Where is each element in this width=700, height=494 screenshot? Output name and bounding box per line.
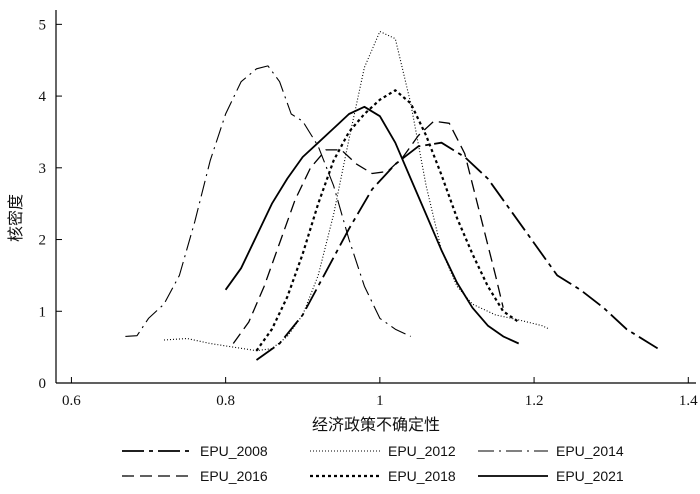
plot-lines: [125, 30, 662, 361]
y-tick-label-3: 3: [39, 161, 47, 177]
x-tick-label-4: 1.4: [679, 393, 698, 409]
y-tick-label-4: 4: [39, 89, 47, 105]
y-tick-label-1: 1: [39, 304, 47, 320]
series-line-epu-2012: [163, 30, 550, 352]
legend-label-4: EPU_2018: [388, 468, 456, 484]
x-ticks: 0.6 0.8 1 1.2 1.4: [62, 377, 698, 409]
y-tick-label-0: 0: [39, 376, 47, 392]
series-line-epu-2014: [125, 65, 411, 337]
axes: [55, 10, 696, 384]
x-tick-label-0: 0.6: [62, 393, 81, 409]
y-axis-title: 核密度: [6, 194, 25, 242]
y-tick-label-5: 5: [39, 17, 47, 33]
x-tick-label-3: 1.2: [525, 393, 544, 409]
legend-label-0: EPU_2008: [200, 443, 268, 459]
y-tick-label-2: 2: [39, 233, 47, 249]
series-line-epu-2016: [232, 120, 504, 344]
series-line-epu-2008: [255, 141, 662, 361]
x-tick-label-1: 0.8: [216, 393, 235, 409]
legend-label-2: EPU_2014: [556, 443, 624, 459]
x-tick-label-2: 1: [376, 393, 384, 409]
x-axis-title: 经济政策不确定性: [312, 415, 440, 434]
y-ticks: 0 1 2 3 4 5: [39, 17, 62, 392]
legend: EPU_2008 EPU_2012 EPU_2014 EPU_2016 EPU_2018…: [122, 443, 624, 484]
legend-label-1: EPU_2012: [388, 443, 456, 459]
legend-label-3: EPU_2016: [200, 468, 268, 484]
series-line-epu-2021: [224, 105, 520, 345]
legend-label-5: EPU_2021: [556, 468, 624, 484]
